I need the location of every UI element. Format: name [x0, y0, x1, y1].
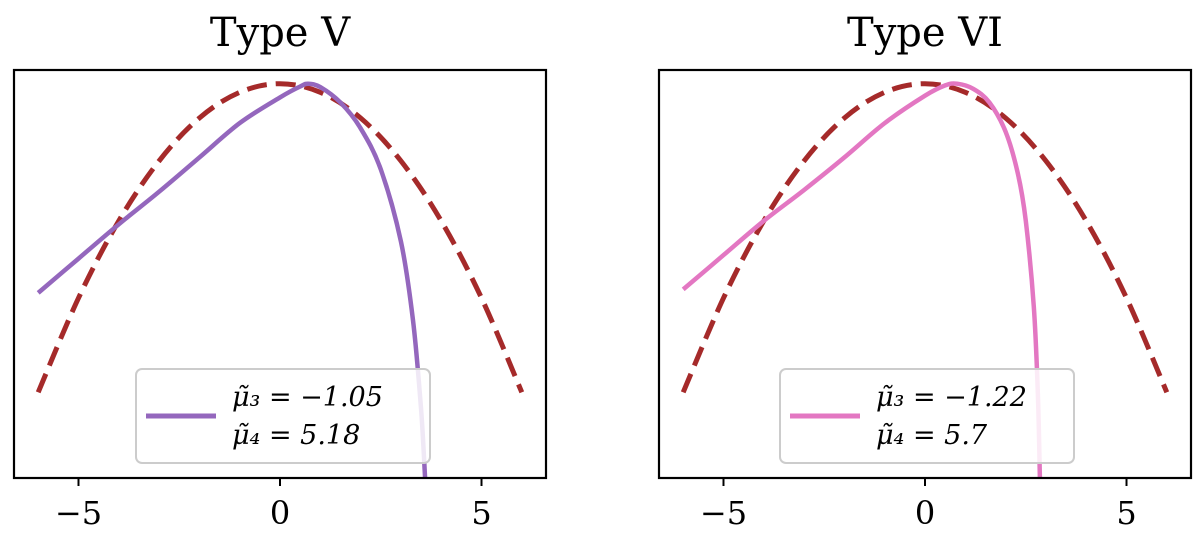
legend-label-mu3: μ̃₃ = −1.05 [232, 382, 383, 413]
legend: μ̃₃ = −1.05 μ̃₄ = 5.18 [135, 368, 431, 464]
series-line-fit [681, 81, 1043, 478]
series-line-gaussian [680, 81, 1170, 394]
legend-box [135, 368, 431, 464]
legend-box [779, 368, 1075, 464]
x-tick-label: 0 [270, 494, 290, 532]
x-tick-label: −5 [55, 494, 102, 532]
panel-type-v: Type V −5 0 5 μ̃₃ = −1.05 μ̃₄ = 5.18 [12, 10, 548, 532]
x-tick-label: 5 [471, 494, 491, 532]
series-line-fit [36, 81, 428, 478]
legend-label-mu4: μ̃₄ = 5.7 [876, 420, 988, 451]
series-line-gaussian [35, 81, 525, 394]
x-tick-label: 5 [1116, 494, 1136, 532]
x-tick-label: −5 [700, 494, 747, 532]
panel-title: Type VI [847, 10, 1003, 56]
panel-type-vi: Type VI −5 0 5 μ̃₃ = −1.22 μ̃₄ = 5.7 [657, 10, 1193, 532]
legend-label-mu4: μ̃₄ = 5.18 [232, 420, 360, 451]
x-tick-label: 0 [915, 494, 935, 532]
panel-title: Type V [210, 10, 351, 56]
legend-label-mu3: μ̃₃ = −1.22 [876, 382, 1027, 413]
legend: μ̃₃ = −1.22 μ̃₄ = 5.7 [779, 368, 1075, 464]
